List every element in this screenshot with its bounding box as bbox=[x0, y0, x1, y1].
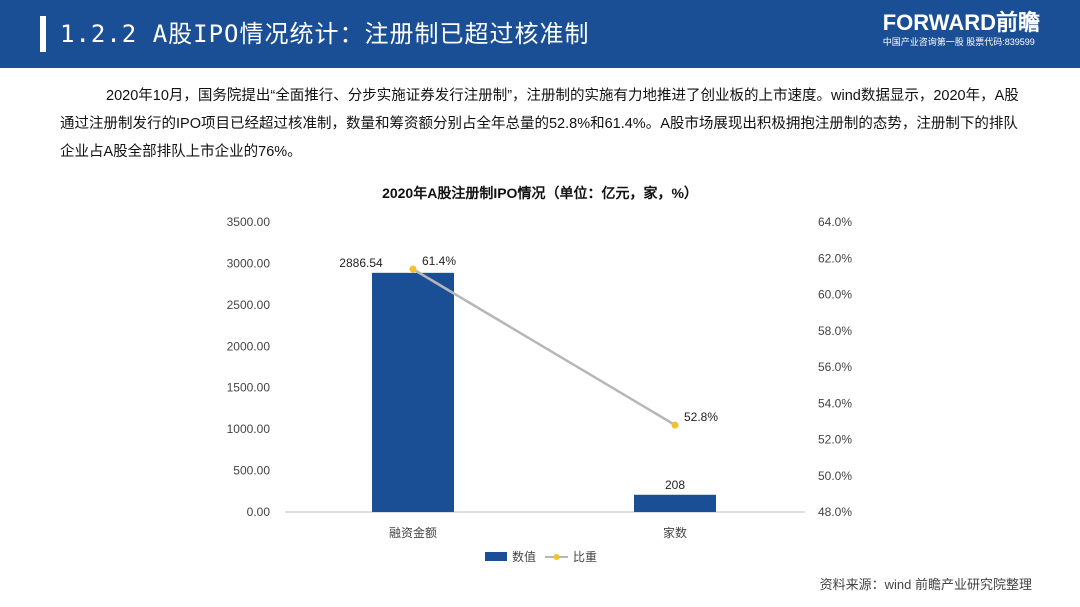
share-data-label: 52.8% bbox=[684, 410, 718, 424]
bar-data-label: 208 bbox=[665, 478, 685, 492]
chart-title: 2020年A股注册制IPO情况（单位：亿元，家，%） bbox=[382, 185, 698, 201]
header-bar: 1.2.2 A股IPO情况统计：注册制已超过核准制 FORWARD前瞻 中国产业… bbox=[0, 0, 1080, 68]
y-right-tick-label: 58.0% bbox=[818, 324, 852, 338]
y-right-tick-label: 52.0% bbox=[818, 433, 852, 447]
bar-2 bbox=[634, 494, 716, 512]
bar-1 bbox=[372, 272, 454, 512]
brand-logo: FORWARD前瞻 中国产业咨询第一股 股票代码:839599 bbox=[883, 10, 1040, 48]
bar-data-label: 2886.54 bbox=[339, 256, 383, 270]
y-left-tick-label: 3000.00 bbox=[227, 256, 271, 270]
share-point bbox=[671, 421, 679, 429]
y-left-tick-label: 1500.00 bbox=[227, 381, 271, 395]
share-line bbox=[412, 268, 676, 427]
logo-subtext: 中国产业咨询第一股 股票代码:839599 bbox=[882, 37, 1035, 47]
y-right-tick-label: 54.0% bbox=[818, 396, 852, 410]
y-left-tick-label: 2000.00 bbox=[227, 339, 271, 353]
share-data-label: 61.4% bbox=[422, 254, 456, 268]
y-left-tick-label: 2500.00 bbox=[227, 298, 271, 312]
y-right-tick-label: 50.0% bbox=[818, 469, 852, 483]
header-accent bbox=[40, 16, 46, 52]
y-left-tick-label: 3500.00 bbox=[227, 215, 271, 229]
page-title: 1.2.2 A股IPO情况统计：注册制已超过核准制 bbox=[60, 20, 590, 48]
y-right-tick-label: 62.0% bbox=[818, 251, 852, 265]
legend-label: 比重 bbox=[573, 550, 597, 564]
y-right-tick-label: 64.0% bbox=[818, 215, 852, 229]
y-right-tick-label: 60.0% bbox=[818, 288, 852, 302]
legend-bar-swatch bbox=[485, 552, 507, 561]
y-right-tick-label: 48.0% bbox=[818, 505, 852, 519]
logo-text: FORWARD前瞻 bbox=[882, 10, 1040, 35]
x-category-label: 融资金额 bbox=[389, 525, 437, 540]
y-left-tick-label: 500.00 bbox=[233, 464, 270, 478]
legend-label: 数值 bbox=[512, 549, 536, 564]
share-point bbox=[409, 265, 417, 273]
source-note: 资料来源：wind 前瞻产业研究院整理 bbox=[819, 577, 1032, 592]
legend-line-marker bbox=[553, 554, 560, 560]
y-left-tick-label: 1000.00 bbox=[227, 422, 271, 436]
y-left-tick-label: 0.00 bbox=[247, 505, 271, 519]
intro-paragraph: 2020年10月，国务院提出“全面推行、分步实施证券发行注册制”，注册制的实施有… bbox=[60, 88, 1019, 160]
y-right-tick-label: 56.0% bbox=[818, 360, 852, 374]
x-category-label: 家数 bbox=[663, 525, 687, 540]
